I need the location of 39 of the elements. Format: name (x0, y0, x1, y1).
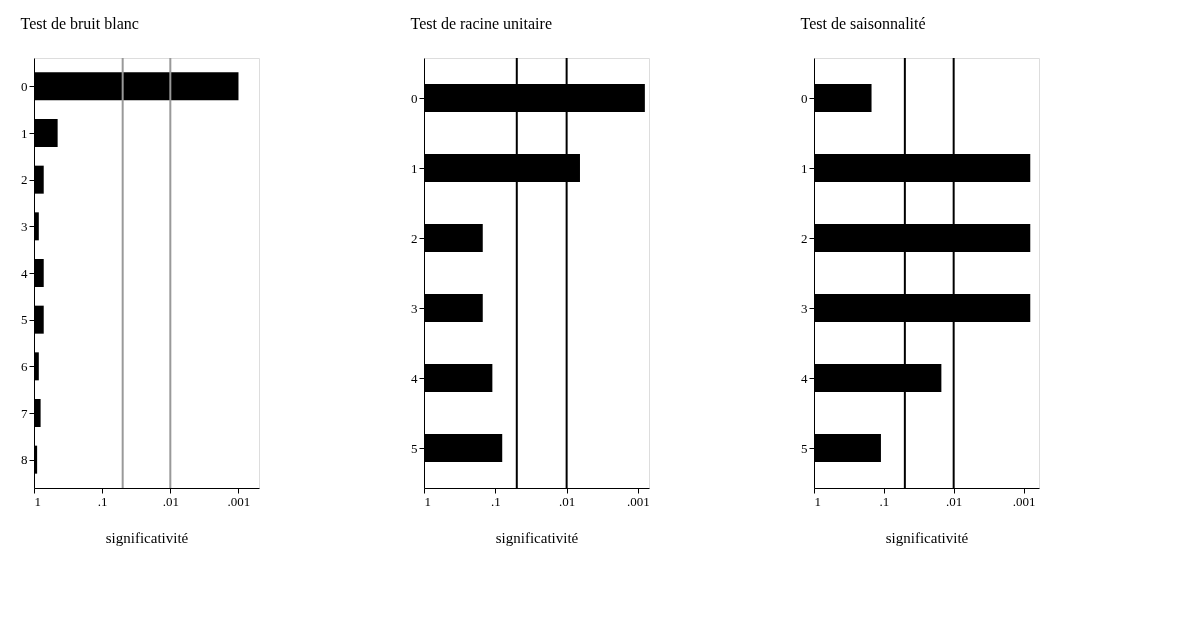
y-tick-label: 8 (21, 452, 28, 468)
y-tick-label: 3 (801, 300, 808, 316)
chart-title: Test de bruit blanc (20, 15, 139, 32)
y-tick-label: 3 (411, 300, 418, 316)
y-tick-label: 4 (21, 265, 28, 281)
x-tick-label: .01 (946, 493, 963, 509)
y-tick-label: 5 (411, 440, 418, 456)
y-tick-label: 2 (801, 230, 808, 246)
x-axis-title: significativité (105, 529, 189, 546)
y-tick-label: 0 (411, 90, 418, 106)
y-tick-label: 2 (21, 172, 28, 188)
y-tick-label: 0 (801, 90, 808, 106)
x-tick-label: .001 (627, 493, 650, 509)
y-tick-label: 3 (21, 218, 28, 234)
y-tick-label: 1 (411, 160, 418, 176)
x-axis-title: significativité (495, 529, 579, 546)
chart-title: Test de racine unitaire (410, 15, 552, 32)
x-tick-label: .1 (879, 493, 890, 509)
y-tick-label: 4 (801, 370, 808, 386)
y-tick-label: 2 (411, 230, 418, 246)
x-axis-title: significativité (885, 529, 969, 546)
x-tick-label: .001 (1012, 493, 1036, 509)
x-tick-label: .1 (97, 493, 108, 509)
y-tick-label: 5 (801, 440, 808, 456)
y-tick-label: 5 (21, 312, 28, 328)
y-tick-label: 4 (411, 370, 418, 386)
y-tick-label: 1 (801, 160, 808, 176)
x-tick-label: 1 (34, 493, 41, 509)
chart-title: Test de saisonnalité (800, 15, 926, 32)
x-tick-label: .01 (162, 493, 179, 509)
x-tick-label: 1 (814, 493, 821, 509)
x-tick-label: .001 (227, 493, 251, 509)
x-tick-label: .01 (559, 493, 576, 509)
y-tick-label: 1 (21, 125, 28, 141)
y-tick-label: 6 (21, 358, 28, 374)
y-tick-label: 0 (21, 78, 28, 94)
x-tick-label: .1 (490, 493, 501, 509)
x-tick-label: 1 (424, 493, 431, 509)
y-tick-label: 7 (21, 405, 28, 421)
